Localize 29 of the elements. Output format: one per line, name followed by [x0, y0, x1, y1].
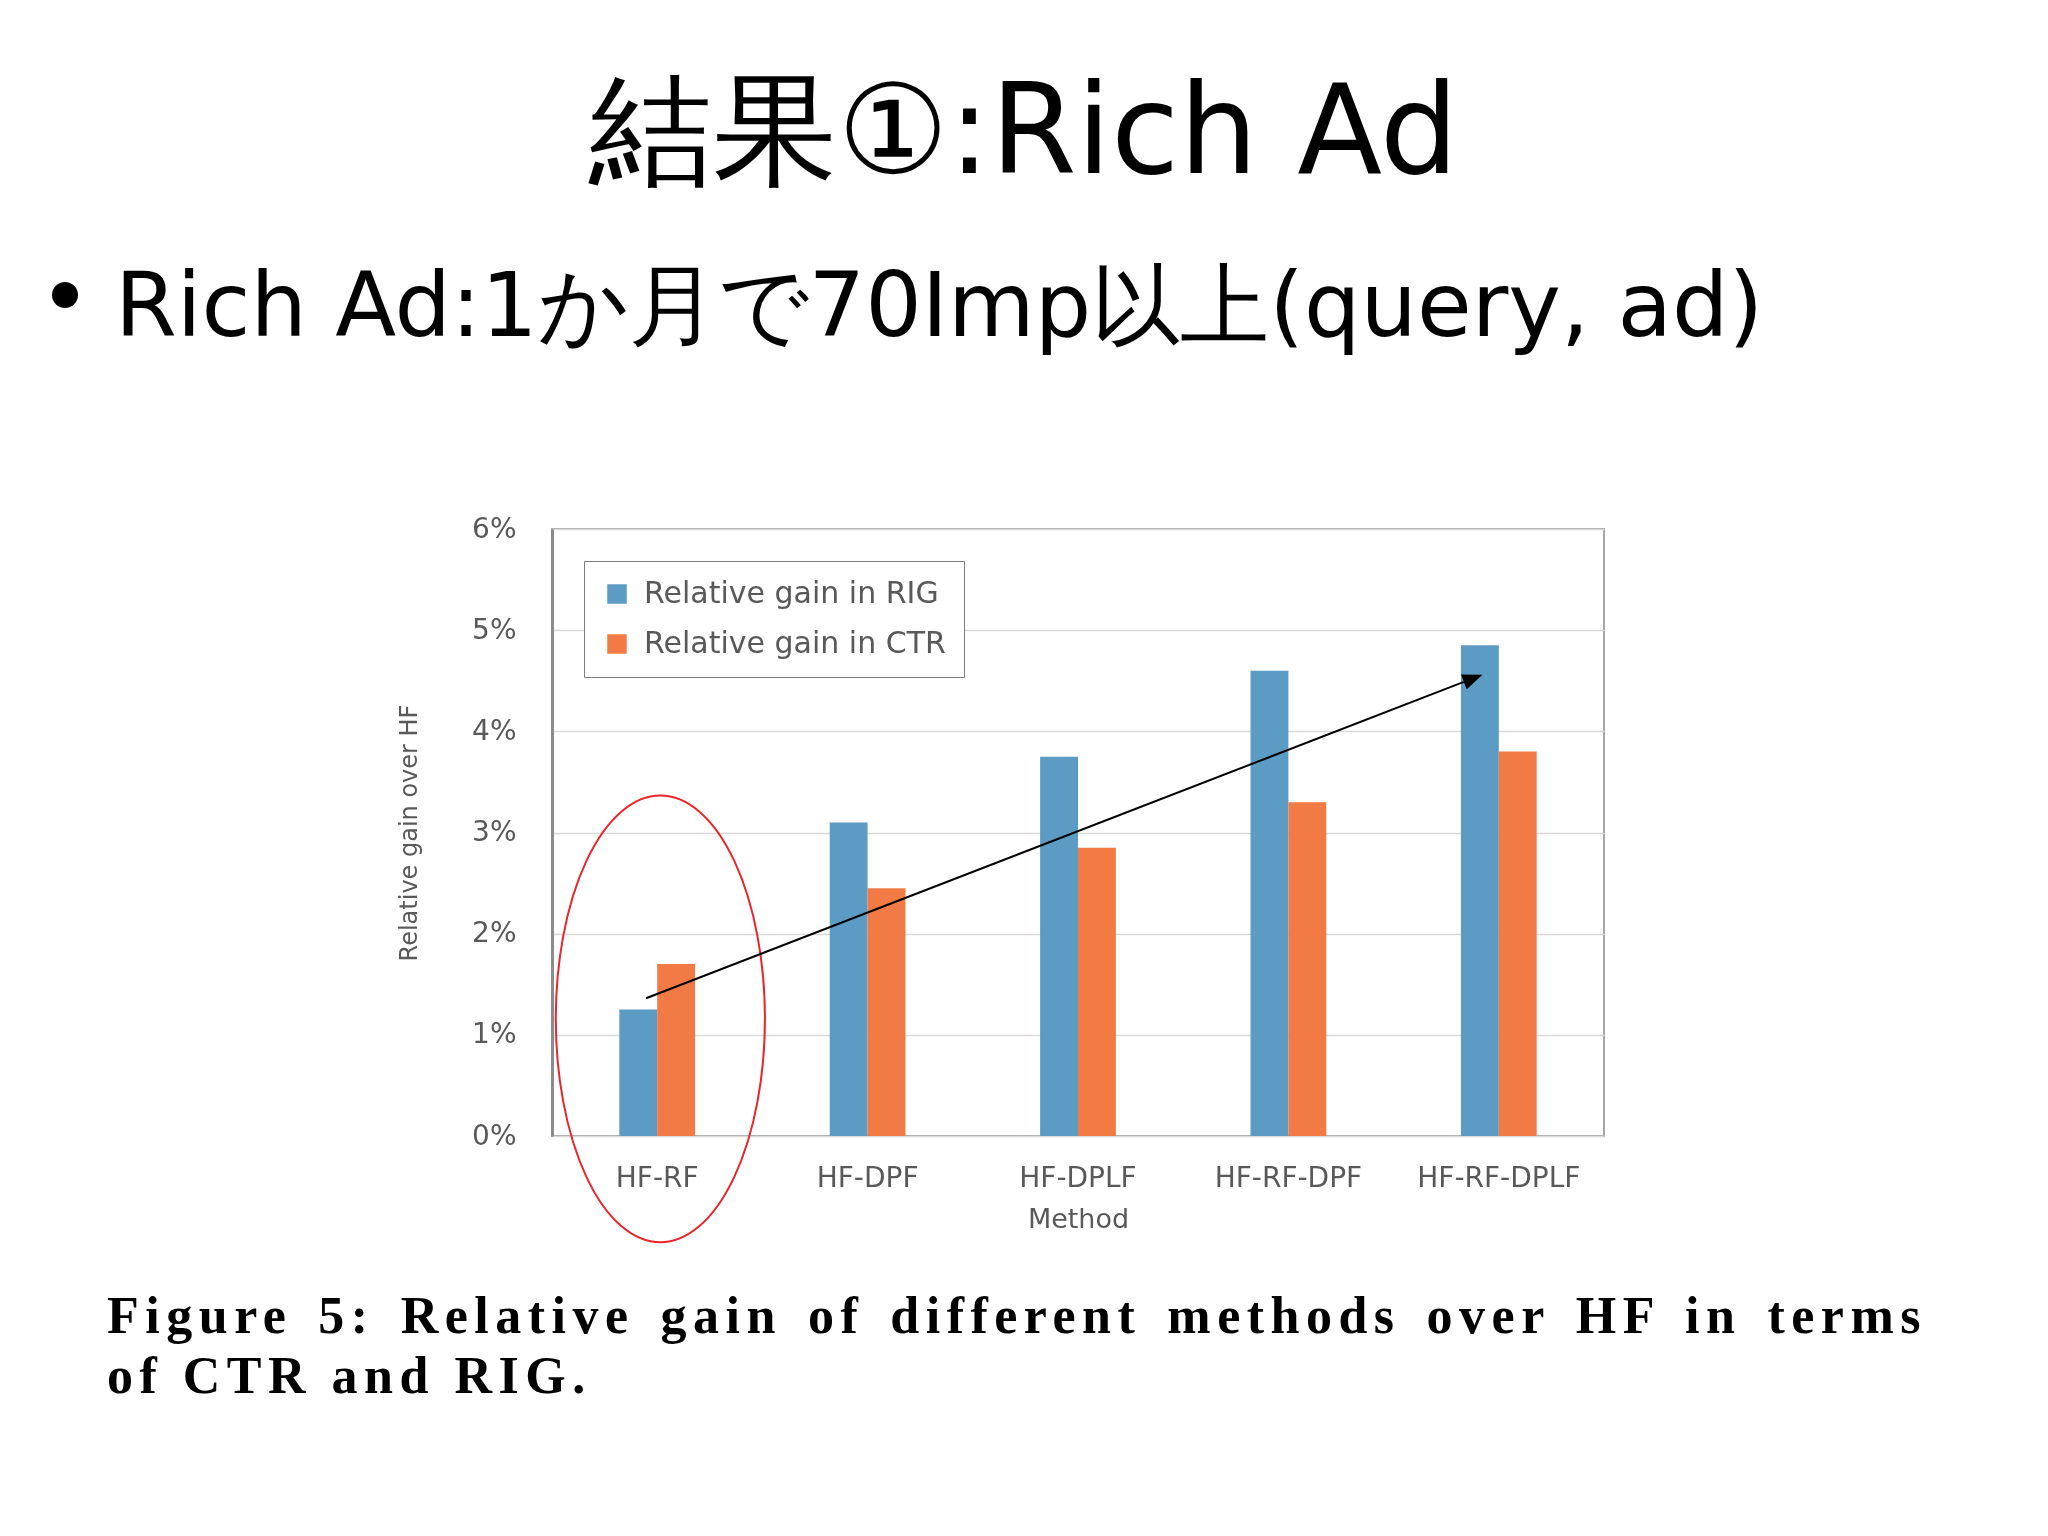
bar — [1250, 670, 1289, 1136]
bar — [867, 888, 906, 1136]
bar — [1040, 756, 1078, 1136]
y-tick-label: 0% — [472, 1118, 517, 1152]
y-axis-title: Relative gain over HF — [395, 704, 424, 962]
x-tick-label: HF-RF-DPF — [1214, 1160, 1363, 1194]
x-axis-title: Method — [1027, 1202, 1130, 1234]
legend-label: Relative gain in CTR — [644, 625, 946, 660]
y-tick-label: 1% — [472, 1017, 517, 1051]
bar — [1498, 751, 1537, 1136]
caption: Figure 5: Relative gain of different methods over HF in terms of CTR and RIG. — [107, 1286, 1927, 1406]
y-tick-label: 6% — [472, 511, 517, 545]
bar — [1078, 847, 1116, 1136]
x-tick-label: HF-DPF — [816, 1160, 919, 1194]
y-tick-label: 5% — [472, 612, 517, 646]
y-tick-label: 4% — [472, 713, 517, 747]
bar — [657, 964, 696, 1136]
legend-label: Relative gain in RIG — [644, 575, 939, 610]
bar — [619, 1009, 658, 1136]
bar — [1288, 802, 1327, 1136]
x-tick-label: HF-RF-DPLF — [1417, 1160, 1581, 1194]
x-tick-label: HF-DPLF — [1019, 1160, 1137, 1194]
x-tick-label: HF-RF — [615, 1160, 699, 1194]
bar — [829, 822, 868, 1136]
chart-subtitle: Rich Ad:1か月で70Imp以上(query, ad) — [115, 252, 1764, 359]
chart-title: 結果①:Rich Ad — [587, 57, 1460, 204]
bar — [1460, 645, 1499, 1136]
y-tick-label: 2% — [472, 916, 517, 950]
y-tick-label: 3% — [472, 815, 517, 848]
